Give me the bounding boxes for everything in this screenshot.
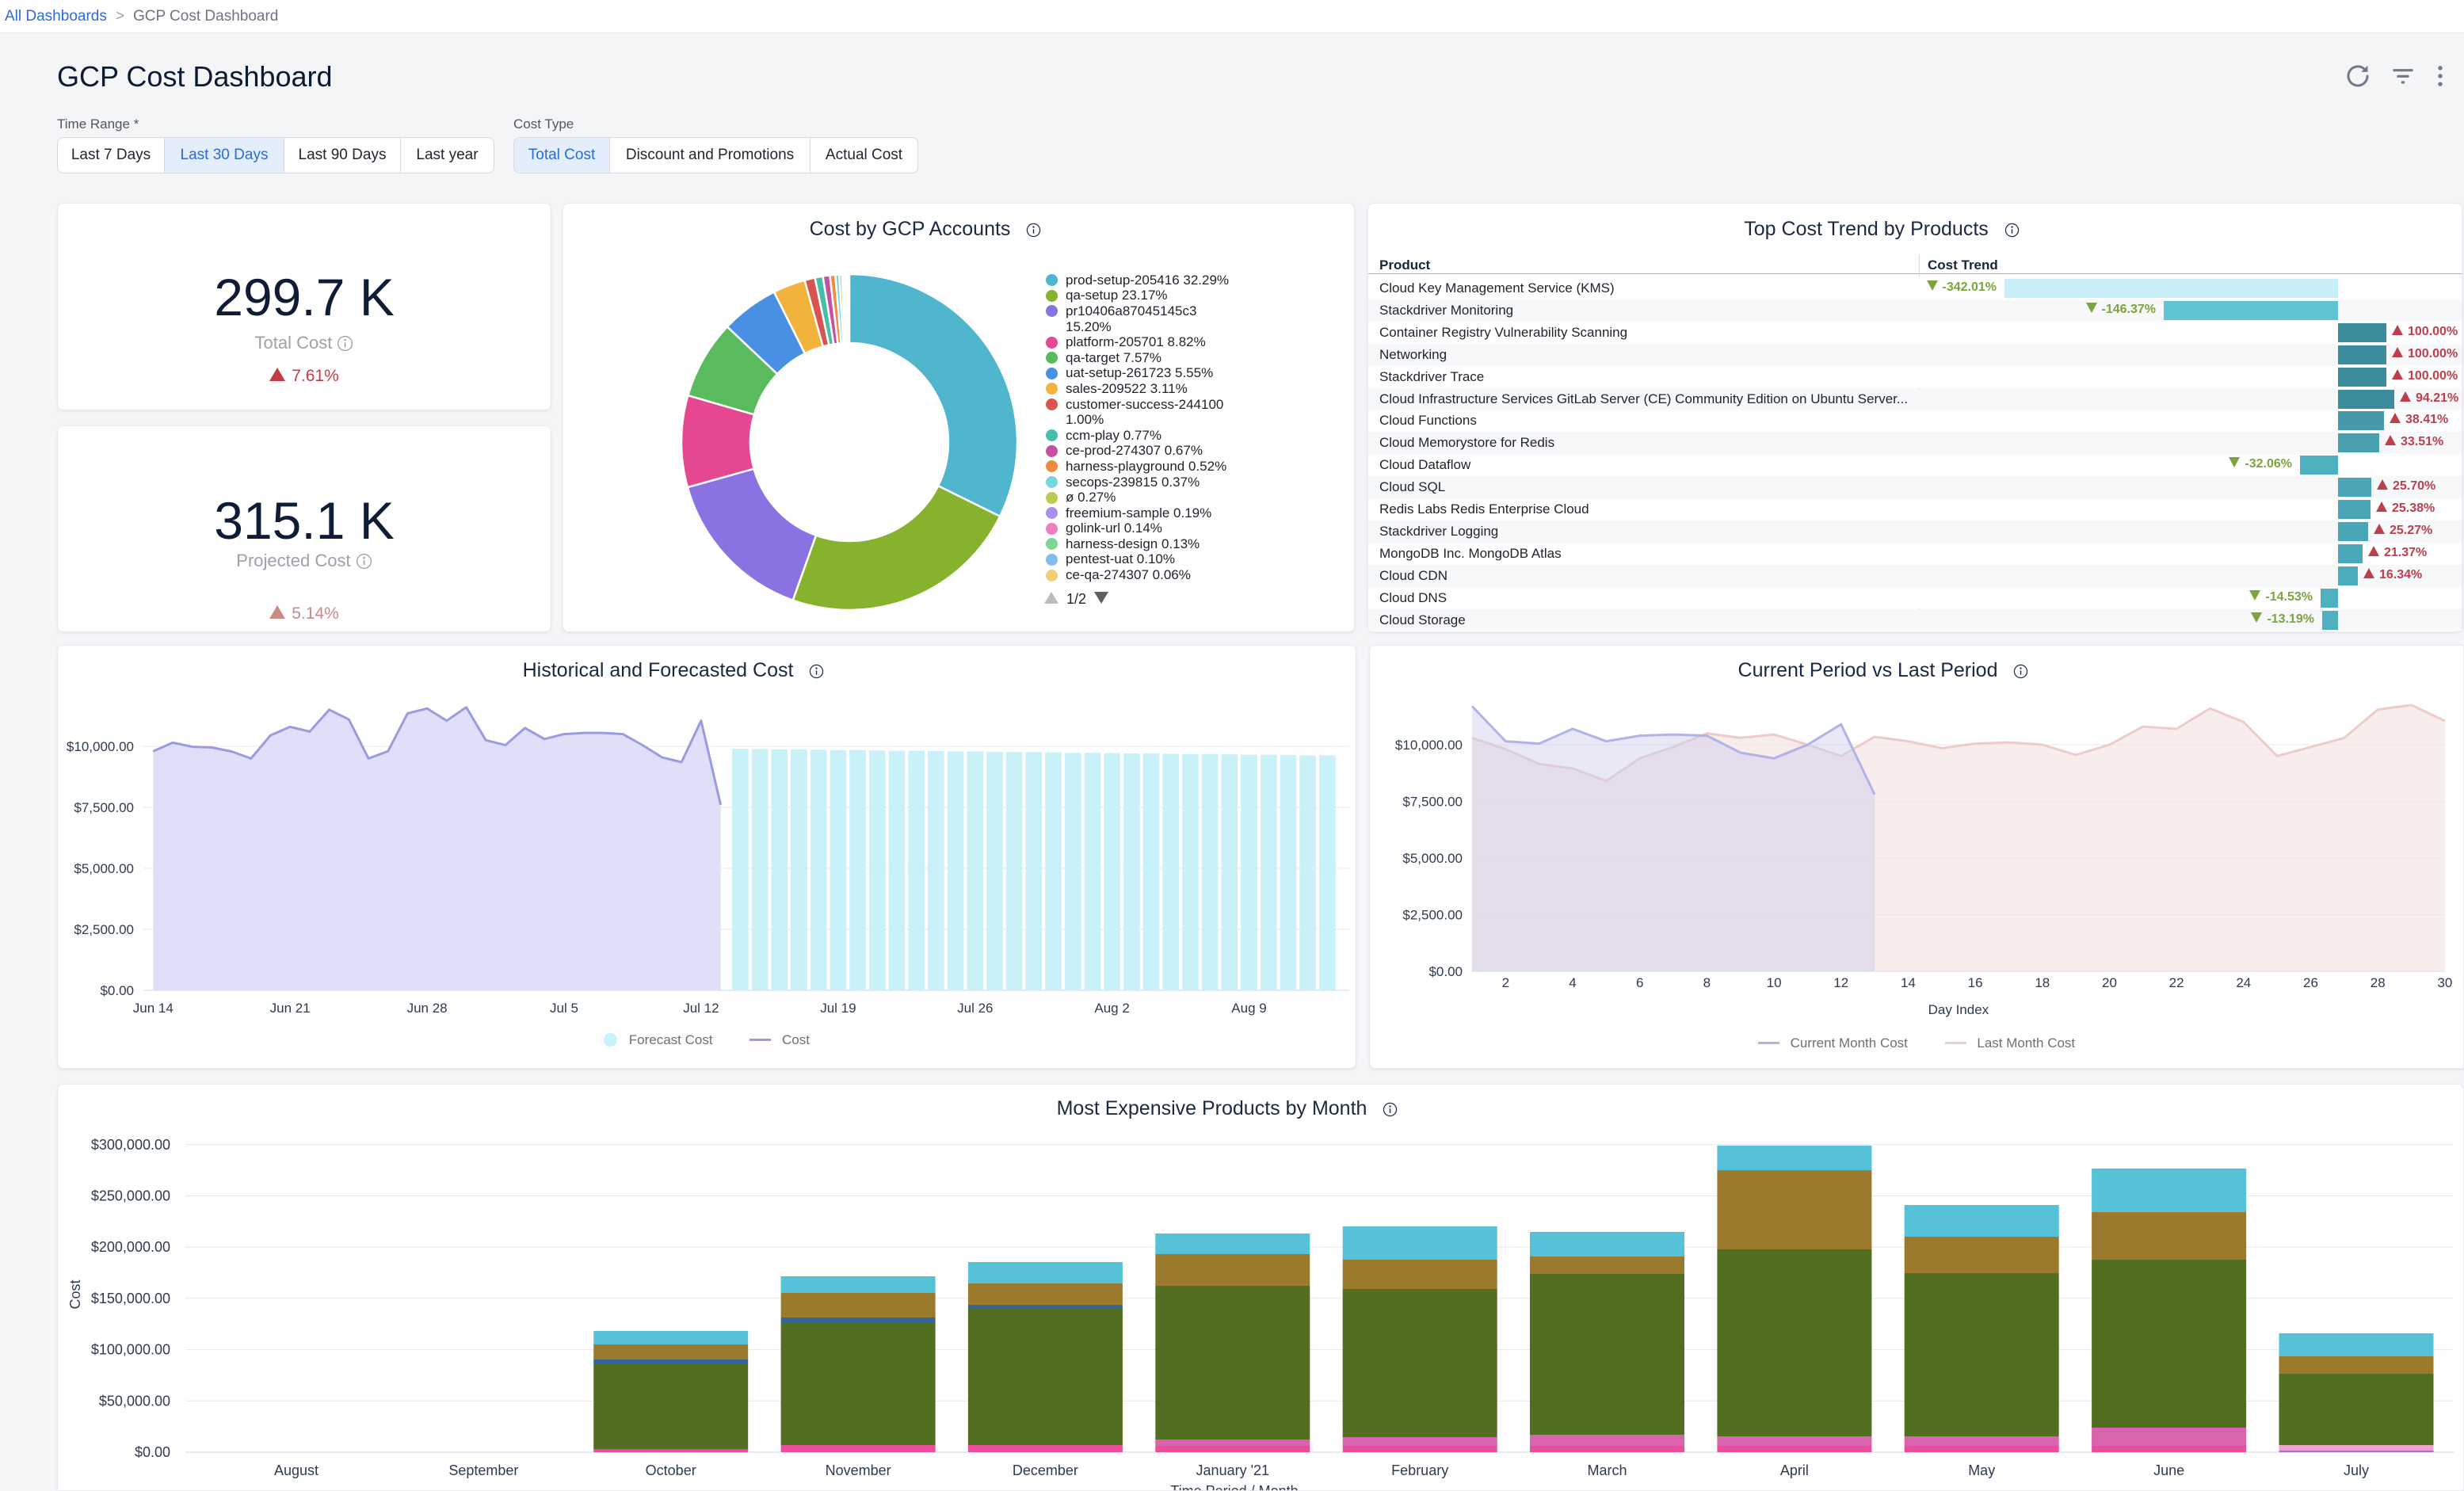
svg-text:August: August <box>274 1462 318 1478</box>
svg-text:$5,000.00: $5,000.00 <box>1402 851 1463 866</box>
svg-text:Time Period / Month: Time Period / Month <box>1170 1483 1298 1490</box>
svg-text:$250,000.00: $250,000.00 <box>91 1188 170 1204</box>
svg-text:28: 28 <box>2371 975 2386 990</box>
svg-text:September: September <box>448 1462 518 1478</box>
svg-text:$50,000.00: $50,000.00 <box>99 1393 170 1409</box>
svg-text:$0.00: $0.00 <box>100 983 134 998</box>
svg-text:Jul 5: Jul 5 <box>550 1001 578 1016</box>
svg-text:$200,000.00: $200,000.00 <box>91 1239 170 1255</box>
svg-text:22: 22 <box>2169 975 2184 990</box>
svg-text:$2,500.00: $2,500.00 <box>1402 908 1463 923</box>
svg-text:$10,000.00: $10,000.00 <box>1395 738 1463 753</box>
svg-text:2: 2 <box>1502 975 1509 990</box>
svg-text:6: 6 <box>1636 975 1643 990</box>
svg-text:$100,000.00: $100,000.00 <box>91 1342 170 1358</box>
svg-text:30: 30 <box>2437 975 2452 990</box>
svg-text:Jul 19: Jul 19 <box>820 1001 856 1016</box>
svg-text:20: 20 <box>2102 975 2117 990</box>
svg-text:16: 16 <box>1968 975 1983 990</box>
svg-text:10: 10 <box>1767 975 1782 990</box>
svg-text:Cost: Cost <box>67 1279 83 1309</box>
svg-text:April: April <box>1780 1462 1809 1478</box>
svg-text:Jul 26: Jul 26 <box>957 1001 993 1016</box>
svg-text:Jun 21: Jun 21 <box>270 1001 311 1016</box>
svg-text:$150,000.00: $150,000.00 <box>91 1291 170 1306</box>
svg-text:$7,500.00: $7,500.00 <box>74 800 134 815</box>
svg-text:January '21: January '21 <box>1196 1462 1270 1478</box>
svg-text:Aug 2: Aug 2 <box>1094 1001 1129 1016</box>
svg-text:June: June <box>2153 1462 2184 1478</box>
svg-text:4: 4 <box>1569 975 1576 990</box>
svg-text:$0.00: $0.00 <box>135 1444 170 1460</box>
svg-text:$7,500.00: $7,500.00 <box>1402 795 1463 810</box>
svg-text:Jul 12: Jul 12 <box>683 1001 719 1016</box>
svg-text:$2,500.00: $2,500.00 <box>74 922 134 937</box>
svg-text:$5,000.00: $5,000.00 <box>74 861 134 876</box>
svg-text:$0.00: $0.00 <box>1428 964 1463 979</box>
svg-text:$10,000.00: $10,000.00 <box>67 739 134 754</box>
svg-text:14: 14 <box>1901 975 1916 990</box>
svg-text:Jun 14: Jun 14 <box>133 1001 174 1016</box>
svg-text:March: March <box>1587 1462 1627 1478</box>
svg-text:$300,000.00: $300,000.00 <box>91 1137 170 1153</box>
svg-text:26: 26 <box>2303 975 2318 990</box>
svg-text:July: July <box>2344 1462 2369 1478</box>
svg-text:November: November <box>826 1462 891 1478</box>
svg-text:Aug 9: Aug 9 <box>1231 1001 1266 1016</box>
svg-text:February: February <box>1391 1462 1448 1478</box>
svg-text:12: 12 <box>1833 975 1848 990</box>
svg-text:Jun 28: Jun 28 <box>407 1001 448 1016</box>
svg-text:October: October <box>646 1462 696 1478</box>
svg-text:18: 18 <box>2035 975 2050 990</box>
svg-text:8: 8 <box>1703 975 1711 990</box>
svg-text:24: 24 <box>2236 975 2251 990</box>
svg-text:December: December <box>1013 1462 1078 1478</box>
svg-text:May: May <box>1968 1462 1995 1478</box>
svg-text:Day Index: Day Index <box>1928 1002 1989 1017</box>
